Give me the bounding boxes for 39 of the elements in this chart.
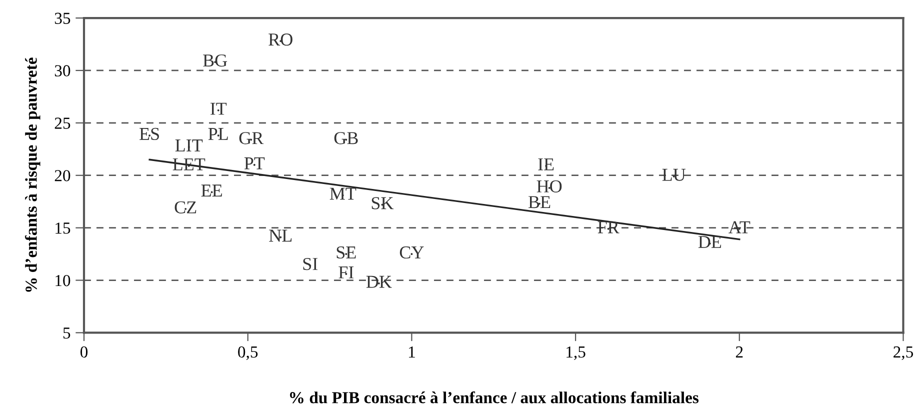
y-tick-label: 5 — [63, 328, 70, 339]
x-axis-title: % du PIB consacré à l’enfance / aux allocations familiales — [290, 391, 699, 404]
y-tick-label: 35 — [54, 12, 70, 24]
data-label: GR — [239, 132, 264, 144]
data-label: DE — [698, 236, 722, 248]
y-tick-label: 20 — [54, 170, 70, 182]
y-axis-title: % d’enfants à risque de pauvreté — [24, 58, 40, 292]
x-tick-label: 0 — [80, 346, 88, 358]
x-tick-label: 2 — [736, 346, 743, 358]
data-label: BE — [528, 196, 550, 208]
x-tick-label: 0,5 — [238, 346, 258, 360]
data-label: HO — [536, 180, 562, 192]
data-label: BG — [203, 54, 228, 67]
data-label: SE — [336, 246, 356, 259]
data-label: PT — [244, 157, 265, 170]
data-label: NL — [269, 230, 292, 242]
y-tick-label: 15 — [56, 222, 70, 234]
data-label: CZ — [174, 201, 196, 214]
data-label: RO — [268, 33, 292, 46]
x-tick-label: 2,5 — [894, 346, 914, 360]
y-tick-label: 25 — [54, 118, 70, 129]
y-tick-label: 10 — [56, 274, 70, 286]
data-label: AT — [728, 221, 750, 234]
data-label: FI — [338, 266, 354, 278]
data-label: GB — [334, 132, 358, 144]
x-tick-label: 1 — [408, 346, 415, 358]
x-tick-label: 1,5 — [566, 346, 586, 360]
y-tick-label: 30 — [54, 65, 70, 76]
data-label: SI — [303, 258, 318, 270]
data-label: EE — [201, 184, 222, 196]
data-label: IT — [210, 102, 227, 115]
data-label: LU — [662, 168, 686, 181]
data-label: LIT — [175, 140, 203, 152]
data-label: CY — [400, 246, 424, 259]
data-label: SK — [372, 197, 394, 210]
data-label: ES — [140, 128, 159, 140]
data-label: MT — [330, 188, 356, 200]
data-label: IE — [538, 158, 554, 170]
data-label: PL — [208, 128, 228, 140]
